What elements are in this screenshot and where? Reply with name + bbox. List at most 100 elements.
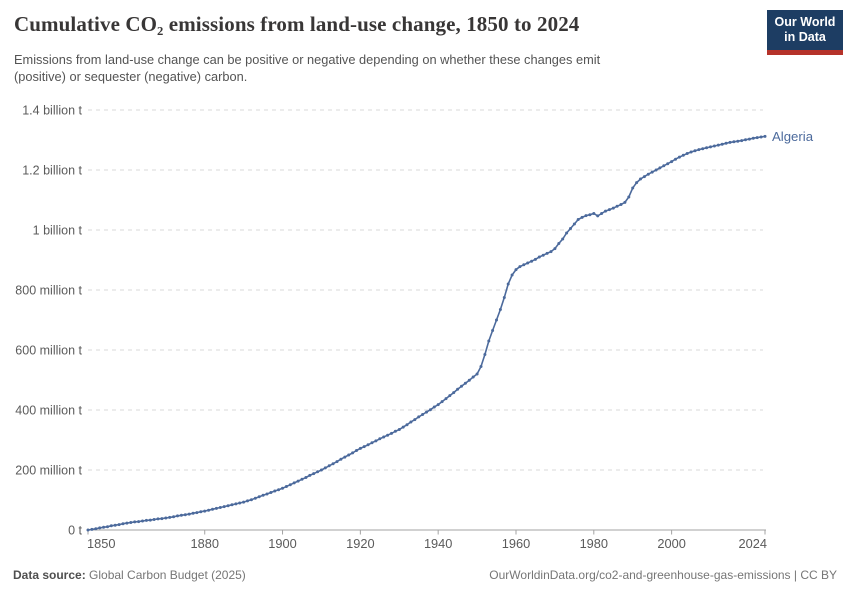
data-point — [479, 365, 483, 368]
series-end-label[interactable]: Algeria — [772, 129, 814, 144]
data-point — [565, 231, 569, 235]
data-point — [179, 513, 183, 517]
data-point — [413, 418, 417, 422]
data-point — [557, 242, 561, 245]
data-point — [619, 203, 623, 206]
data-point — [460, 384, 463, 388]
data-point — [284, 485, 288, 488]
data-point — [576, 218, 580, 221]
data-point — [397, 428, 401, 431]
data-point — [502, 296, 506, 299]
data-point — [94, 527, 98, 531]
data-point — [362, 445, 366, 449]
data-point — [335, 460, 339, 464]
data-point — [90, 527, 94, 531]
data-source: Data source: Global Carbon Budget (2025) — [13, 568, 246, 582]
data-point — [261, 493, 265, 497]
y-tick-label: 200 million t — [15, 464, 82, 478]
data-point — [530, 259, 534, 263]
series-line[interactable] — [87, 135, 766, 531]
data-point — [642, 175, 646, 179]
data-point — [405, 423, 409, 427]
x-tick-label: 1850 — [87, 536, 115, 551]
data-point — [386, 433, 390, 437]
data-point — [281, 486, 284, 490]
data-point — [296, 479, 300, 483]
data-point — [506, 282, 510, 286]
data-point — [751, 136, 755, 140]
data-point — [277, 488, 281, 492]
data-point — [393, 429, 397, 433]
data-point — [463, 381, 467, 385]
data-point — [646, 172, 650, 176]
data-point — [401, 425, 405, 429]
data-point — [518, 265, 522, 269]
data-point — [674, 157, 677, 161]
data-point — [716, 143, 720, 147]
data-point — [627, 195, 631, 199]
data-point — [366, 443, 370, 447]
data-point — [355, 449, 358, 452]
data-point — [347, 453, 351, 457]
data-point — [195, 511, 199, 515]
data-point — [203, 509, 207, 513]
x-tick-label: 2000 — [657, 536, 685, 551]
data-point — [257, 495, 261, 499]
data-point — [736, 139, 740, 143]
owid-logo[interactable]: Our World in Data — [767, 10, 843, 55]
data-point — [323, 466, 327, 470]
data-point — [106, 525, 109, 529]
data-point — [183, 513, 187, 517]
data-point — [98, 526, 102, 530]
attribution-link[interactable]: OurWorldinData.org/co2-and-greenhouse-ga… — [489, 568, 837, 582]
data-source-label: Data source: — [13, 568, 86, 582]
data-point — [374, 439, 378, 443]
data-point — [709, 145, 712, 149]
y-tick-label: 1.4 billion t — [22, 104, 82, 118]
data-point — [689, 150, 693, 154]
data-point — [164, 516, 168, 520]
data-point — [553, 247, 557, 251]
data-point — [238, 501, 242, 505]
data-point — [740, 139, 744, 143]
data-point — [592, 212, 596, 215]
data-point — [588, 213, 592, 217]
data-point — [214, 506, 218, 510]
data-point — [249, 498, 253, 502]
data-point — [288, 483, 292, 487]
data-point — [623, 200, 627, 204]
data-point — [211, 507, 214, 511]
x-tick-label: 1920 — [346, 536, 374, 551]
data-point — [269, 491, 273, 494]
data-point — [102, 525, 106, 529]
x-tick-label: 1980 — [580, 536, 608, 551]
data-point — [226, 504, 230, 508]
data-point — [685, 152, 689, 155]
y-tick-label: 0 t — [68, 524, 82, 538]
data-point — [471, 375, 475, 379]
data-point — [561, 237, 565, 241]
data-point — [670, 160, 674, 164]
x-tick-label: 1940 — [424, 536, 452, 551]
data-point — [432, 405, 436, 409]
data-point — [712, 144, 716, 148]
data-point — [611, 206, 615, 210]
data-point — [187, 512, 191, 516]
data-point — [339, 457, 343, 461]
data-point — [273, 489, 277, 493]
y-tick-label: 1 billion t — [33, 224, 83, 238]
data-point — [549, 250, 553, 254]
y-tick-label: 600 million t — [15, 344, 82, 358]
data-point — [677, 155, 681, 159]
data-point — [308, 473, 312, 477]
data-point — [666, 162, 670, 166]
x-tick-label: 2024 — [739, 536, 767, 551]
data-point — [176, 514, 179, 518]
data-point — [600, 212, 604, 215]
data-point — [607, 208, 611, 212]
data-point — [491, 329, 495, 332]
data-point — [572, 222, 576, 226]
data-point — [246, 499, 249, 503]
